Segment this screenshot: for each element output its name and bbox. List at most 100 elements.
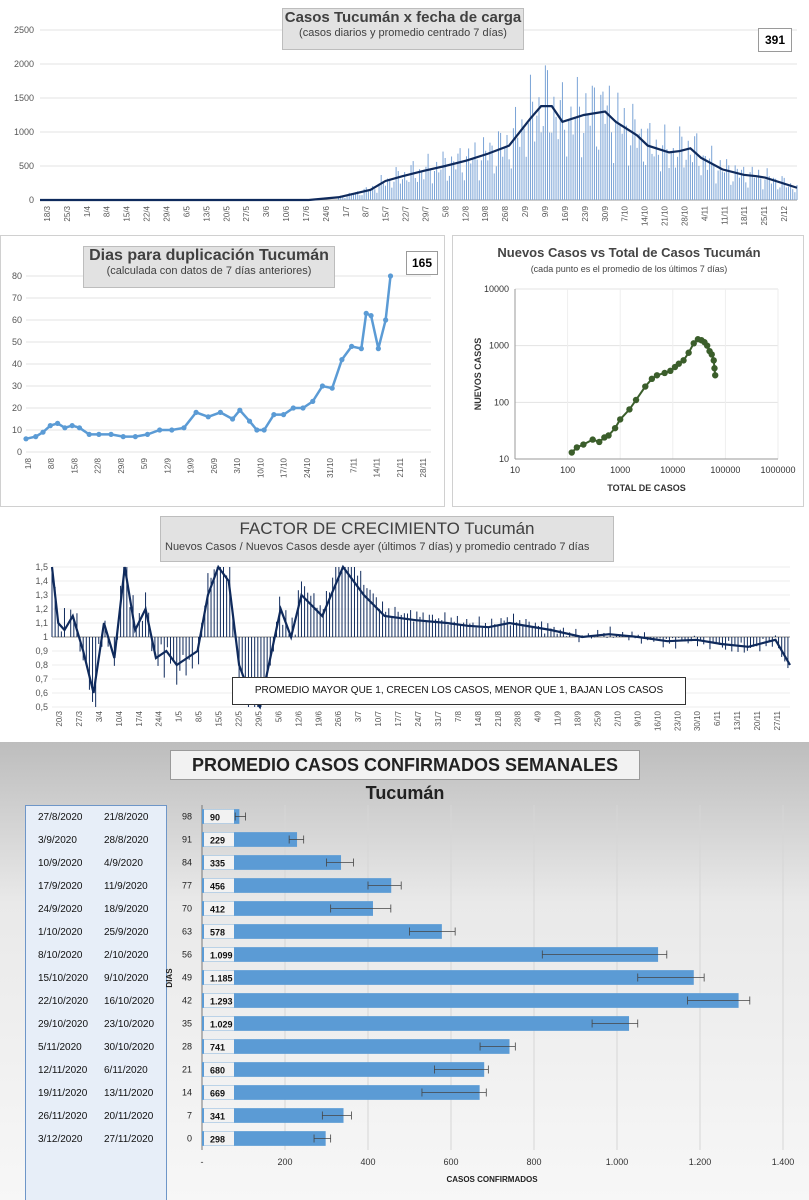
y-tick-label: 1,5 <box>35 562 48 572</box>
x-tick-label: 11/9 <box>554 710 563 726</box>
x-tick-label: 25/9 <box>594 710 603 726</box>
x-tick-label: 28/11 <box>419 457 428 477</box>
duplication-point <box>69 423 75 429</box>
x-tick-label: 3/6 <box>262 205 271 217</box>
y-tick-label: 0,7 <box>35 674 48 684</box>
x-tick-label: 1.400 <box>772 1157 795 1167</box>
y-tick-label: 0,5 <box>35 702 48 712</box>
chart-casos-diarios: 0 500 1000 1500 2000 2500 18/3 25/3 1/4 8/4 15/4 22… <box>0 0 809 232</box>
x-tick-label: 15/4 <box>123 205 132 221</box>
chart-nuevos-vs-total: 10 100 1000 10000 10 100 1000 10000 100000 100000… <box>452 235 804 507</box>
x-tick-label: 10/4 <box>115 710 124 726</box>
y-tick-label: 40 <box>12 359 22 369</box>
value-label: 341 <box>210 1112 225 1122</box>
x-tick-label: 24/4 <box>155 710 164 726</box>
duplicacion-title: Dias para duplicación Tucumán <box>89 247 329 264</box>
x-tick-label: 10/10 <box>256 457 265 478</box>
x-tick-label: 1/7 <box>342 205 351 217</box>
value-label-bg <box>204 1062 234 1077</box>
duplicacion-plot: 0 10 20 30 40 50 60 70 80 1/8 8/8 15/8 22/8 29/8 5/9 12… <box>12 271 431 478</box>
value-label: 680 <box>210 1066 225 1076</box>
range-end-date: 3/9/2020 <box>38 834 77 846</box>
y-tick-label: 77 <box>182 881 192 891</box>
x-tick-label: 1/4 <box>83 205 92 217</box>
factor-subtitle: Nuevos Casos / Nuevos Casos desde ayer (… <box>165 541 590 553</box>
x-tick-label: 5/9 <box>140 457 149 469</box>
y-tick-label: 70 <box>182 904 192 914</box>
duplication-line <box>25 275 392 441</box>
x-tick-label: 1000 <box>610 465 630 475</box>
casos-last-value: 391 <box>758 28 792 52</box>
bar <box>202 1039 510 1054</box>
x-axis-label: CASOS CONFIRMADOS <box>446 1175 538 1184</box>
value-label-bg <box>204 947 234 962</box>
range-end-date: 24/9/2020 <box>38 903 83 915</box>
y-tick-label: 1 <box>43 632 48 642</box>
duplication-point <box>349 343 355 349</box>
duplication-point <box>254 427 260 433</box>
x-tick-label: 25/3 <box>63 205 72 221</box>
x-tick-label: 23/9 <box>581 205 590 221</box>
x-tick-label: 1.200 <box>689 1157 712 1167</box>
x-tick-label: 22/8 <box>94 457 103 473</box>
chart-promedio-semanal: PROMEDIO CASOS CONFIRMADOS SEMANALES Tuc… <box>0 742 809 1200</box>
x-tick-label: 10 <box>510 465 520 475</box>
value-label-bg <box>204 1131 234 1146</box>
y-tick-label: 70 <box>12 293 22 303</box>
duplication-point <box>96 431 102 437</box>
x-tick-label: 20/5 <box>222 205 231 221</box>
scatter-point <box>648 375 656 383</box>
duplication-point <box>261 427 267 433</box>
x-tick-label: 600 <box>443 1157 458 1167</box>
x-tick-label: 28/8 <box>514 710 523 726</box>
value-label-bg <box>204 1108 234 1123</box>
y-tick-label: 28 <box>182 1042 192 1052</box>
duplication-point <box>387 273 394 279</box>
promedio-title: PROMEDIO CASOS CONFIRMADOS SEMANALES Tuc… <box>170 750 640 803</box>
x-tick-label: 18/3 <box>43 205 52 221</box>
x-tick-label: 3/4 <box>95 710 104 722</box>
x-tick-label: 12/8 <box>461 205 470 221</box>
x-tick-label: - <box>201 1157 204 1167</box>
y-tick-label: 14 <box>182 1088 192 1098</box>
scatter-point <box>617 416 624 423</box>
bar <box>202 1016 630 1031</box>
x-tick-label: 22/5 <box>235 710 244 726</box>
range-end-date: 12/11/2020 <box>38 1064 88 1076</box>
duplication-point <box>319 383 326 389</box>
x-tick-label: 2/10 <box>613 710 622 726</box>
duplication-point <box>76 425 83 431</box>
x-tick-label: 22/4 <box>143 205 152 221</box>
value-label-bg <box>204 993 234 1008</box>
duplicacion-title-box: Dias para duplicación Tucumán (calculada… <box>83 246 335 288</box>
y-tick-label: 98 <box>182 812 192 822</box>
x-tick-label: 9/10 <box>633 710 642 726</box>
duplication-point <box>300 405 306 411</box>
x-tick-label: 12/9 <box>163 457 172 473</box>
x-tick-label: 27/5 <box>242 205 251 221</box>
y-tick-label: 10000 <box>484 284 509 294</box>
x-tick-label: 30/9 <box>601 205 610 221</box>
x-tick-label: 31/7 <box>434 710 443 726</box>
x-tick-label: 20/3 <box>55 710 64 726</box>
x-tick-label: 22/7 <box>402 205 411 221</box>
x-tick-label: 10000 <box>660 465 685 475</box>
x-tick-label: 23/10 <box>673 710 682 731</box>
value-label-bg <box>204 832 234 847</box>
x-tick-label: 10/7 <box>374 710 383 726</box>
factor-title: FACTOR DE CRECIMIENTO Tucumán <box>239 519 535 538</box>
scatter-point <box>653 372 661 379</box>
x-tick-label: 18/9 <box>574 710 583 726</box>
scatter-point <box>626 406 633 413</box>
duplication-point <box>169 427 175 433</box>
scatter-point <box>611 424 619 432</box>
duplication-point <box>33 434 39 440</box>
x-tick-label: 11/11 <box>720 205 729 224</box>
duplication-point <box>375 346 381 352</box>
y-tick-label: 30 <box>12 381 22 391</box>
duplication-point <box>237 407 243 413</box>
x-tick-label: 17/6 <box>302 205 311 221</box>
duplicacion-last-value: 165 <box>406 251 438 275</box>
x-tick-label: 21/11 <box>396 457 405 477</box>
y-tick-label: 1,4 <box>35 576 48 586</box>
